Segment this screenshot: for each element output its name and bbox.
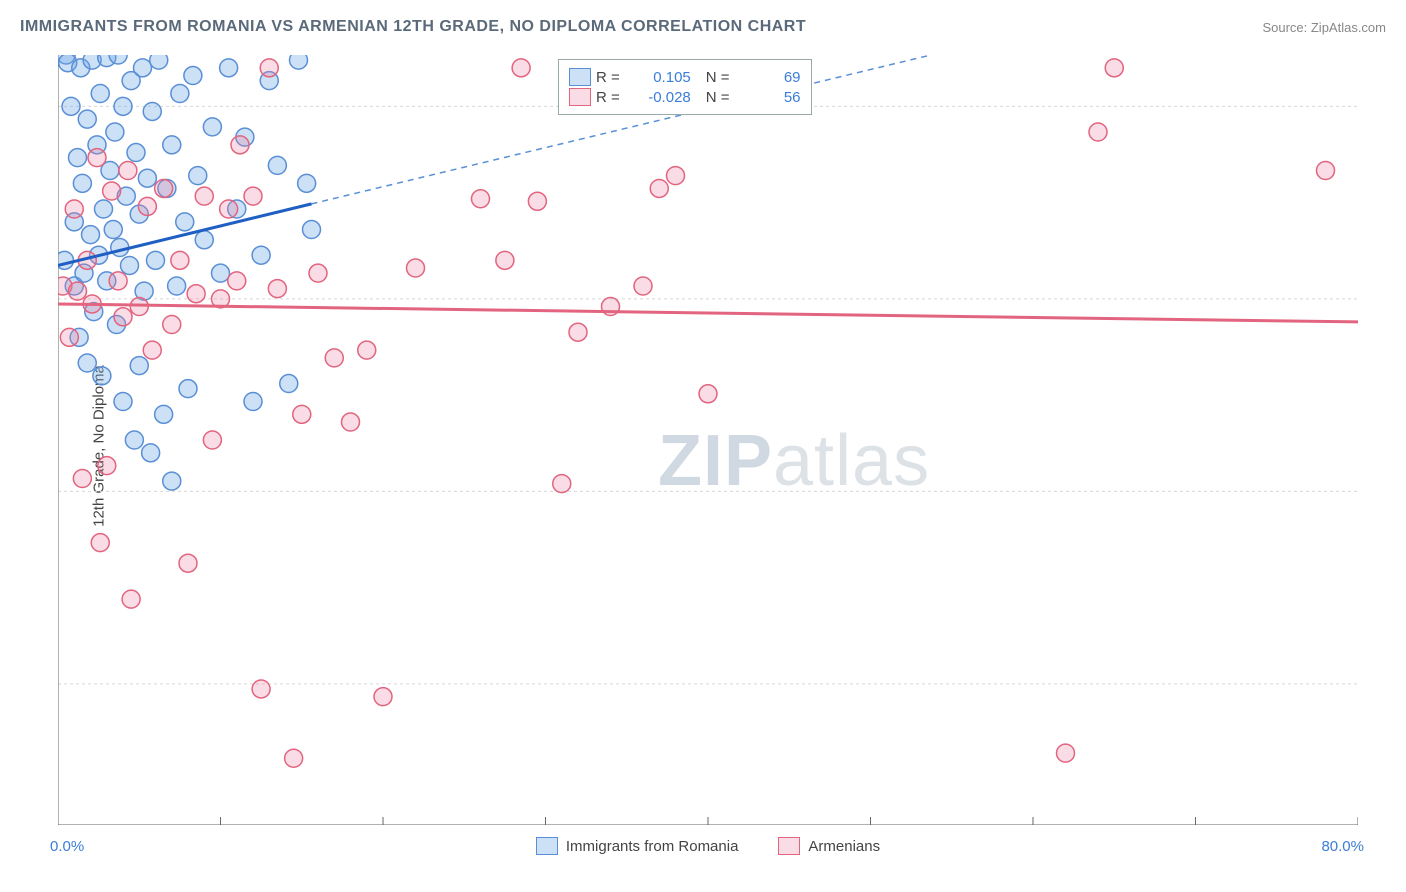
scatter-plot: 77.5%85.0%92.5%100.0% [58, 55, 1358, 825]
legend-item-romania[interactable]: Immigrants from Romania [536, 837, 739, 855]
legend-label: Immigrants from Romania [566, 838, 739, 855]
correlation-legend: R = 0.105 N = 69 R = -0.028 N = 56 [558, 59, 812, 115]
n-value: 56 [741, 89, 801, 106]
n-label: N = [706, 69, 730, 86]
chart-title: IMMIGRANTS FROM ROMANIA VS ARMENIAN 12TH… [20, 18, 806, 36]
legend-row-romania: R = 0.105 N = 69 [569, 68, 801, 86]
legend-swatch [778, 837, 800, 855]
n-label: N = [706, 89, 730, 106]
legend-item-armenian[interactable]: Armenians [778, 837, 880, 855]
r-value: -0.028 [631, 89, 691, 106]
r-label: R = [596, 89, 620, 106]
source-link[interactable]: ZipAtlas.com [1311, 20, 1386, 35]
series-legend: Immigrants from Romania Armenians [58, 837, 1358, 855]
n-value: 69 [741, 69, 801, 86]
legend-row-armenian: R = -0.028 N = 56 [569, 88, 801, 106]
legend-swatch [569, 68, 591, 86]
legend-label: Armenians [808, 838, 880, 855]
r-label: R = [596, 69, 620, 86]
source-label: Source: ZipAtlas.com [1262, 20, 1386, 35]
legend-swatch [536, 837, 558, 855]
legend-swatch [569, 88, 591, 106]
r-value: 0.105 [631, 69, 691, 86]
source-prefix: Source: [1262, 20, 1310, 35]
chart-area: 77.5%85.0%92.5%100.0% ZIPatlas R =0.105N… [58, 55, 1358, 825]
